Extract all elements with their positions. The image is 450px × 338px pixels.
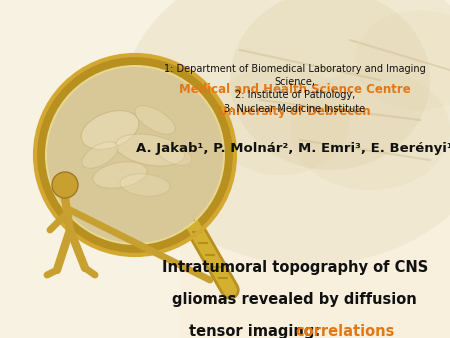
Ellipse shape xyxy=(116,134,184,166)
Circle shape xyxy=(35,55,235,255)
Ellipse shape xyxy=(93,162,147,188)
Ellipse shape xyxy=(82,142,118,168)
Text: 2: Institute of Pathology,: 2: Institute of Pathology, xyxy=(234,90,355,100)
Text: correlations: correlations xyxy=(296,324,395,338)
Text: gliomas revealed by diffusion: gliomas revealed by diffusion xyxy=(172,292,417,307)
FancyBboxPatch shape xyxy=(0,0,180,338)
Text: 3: Nuclear Medicine Institute: 3: Nuclear Medicine Institute xyxy=(224,104,365,114)
Text: tensor imaging:: tensor imaging: xyxy=(189,324,325,338)
Ellipse shape xyxy=(158,145,192,165)
Ellipse shape xyxy=(355,10,450,110)
Text: 1: Department of Biomedical Laboratory and Imaging: 1: Department of Biomedical Laboratory a… xyxy=(164,64,426,74)
Text: University of Debrecen: University of Debrecen xyxy=(218,105,371,118)
Text: Intratumoral topography of CNS: Intratumoral topography of CNS xyxy=(162,260,428,274)
Ellipse shape xyxy=(120,0,450,265)
Ellipse shape xyxy=(210,65,350,175)
Ellipse shape xyxy=(290,70,450,190)
Ellipse shape xyxy=(230,0,430,170)
Text: Medical and Health Science Centre: Medical and Health Science Centre xyxy=(179,83,410,96)
Ellipse shape xyxy=(120,174,170,196)
Ellipse shape xyxy=(135,106,175,134)
Text: A. Jakab¹, P. Molnár², M. Emri³, E. Berényi¹: A. Jakab¹, P. Molnár², M. Emri³, E. Beré… xyxy=(136,142,450,155)
Circle shape xyxy=(47,67,223,243)
Ellipse shape xyxy=(81,111,139,149)
Text: Science,: Science, xyxy=(274,77,315,87)
Circle shape xyxy=(45,65,225,245)
Circle shape xyxy=(52,172,78,198)
